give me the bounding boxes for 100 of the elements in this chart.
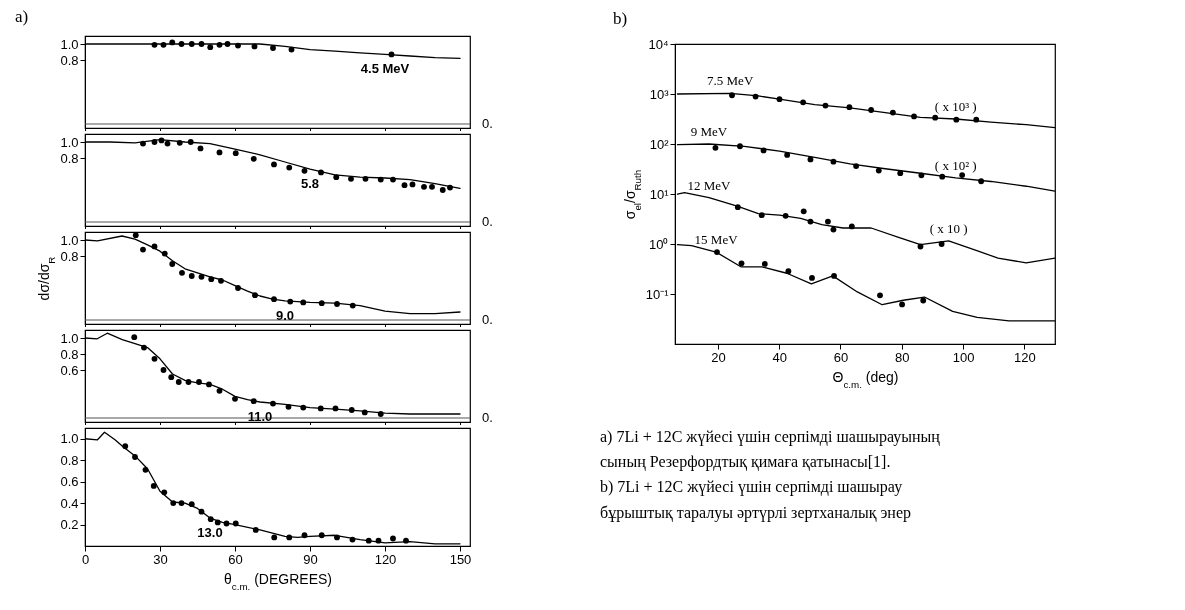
point	[232, 395, 238, 402]
x-axis-title: Θ$_{c.m.}$ (deg)	[832, 368, 899, 389]
point	[151, 355, 158, 362]
point	[207, 44, 214, 51]
point	[132, 232, 139, 239]
y-tick-label: 0.8	[60, 452, 79, 468]
point	[853, 163, 860, 170]
point	[911, 113, 917, 120]
point	[825, 218, 831, 225]
point	[252, 527, 259, 533]
y-tick-label: 10³	[649, 86, 670, 102]
y-tick-label: 1.0	[60, 36, 79, 52]
point	[877, 292, 883, 299]
point	[218, 277, 224, 284]
y-tick-label: 0.4	[60, 495, 79, 511]
point	[250, 398, 257, 405]
point	[224, 41, 231, 47]
point	[917, 243, 924, 250]
point	[318, 300, 325, 307]
y-tick-label: 10²	[649, 136, 670, 152]
point	[176, 139, 183, 146]
point	[207, 516, 214, 523]
point	[377, 411, 384, 417]
x-tick-label: 120	[1014, 349, 1036, 365]
x-tick-label: 20	[711, 349, 726, 365]
point	[848, 223, 855, 230]
point	[151, 243, 158, 250]
point	[151, 41, 158, 48]
x-axis-title: θ$_{c.m.}$ (DEGREES)	[224, 570, 332, 591]
point	[175, 379, 182, 385]
point	[160, 367, 167, 373]
point	[761, 260, 768, 267]
point	[401, 182, 408, 189]
point	[285, 403, 292, 410]
annotation: 12 MeV	[687, 177, 732, 193]
annotation: 11.0	[247, 409, 273, 424]
point	[164, 140, 171, 147]
ref-line-label: 0.	[482, 410, 493, 425]
point	[752, 93, 759, 100]
point	[831, 273, 837, 279]
point	[348, 407, 355, 413]
point	[141, 344, 147, 351]
annotation: 5.8	[300, 176, 320, 192]
point	[216, 387, 223, 394]
point	[349, 302, 356, 309]
point	[271, 296, 277, 303]
point	[232, 520, 239, 527]
annotation: ( x 10² )	[934, 157, 977, 173]
point	[390, 176, 396, 183]
point	[332, 405, 339, 412]
point	[161, 250, 168, 257]
point	[973, 116, 980, 123]
point	[317, 405, 324, 412]
point	[223, 520, 230, 527]
point	[447, 184, 453, 191]
y-tick-label: 0.8	[60, 150, 79, 166]
text: сының Резерфордтық қимаға қатынасы[1].	[600, 452, 892, 473]
y-tick-label: 1.0	[60, 134, 79, 150]
point	[348, 175, 354, 182]
point	[365, 537, 372, 544]
point	[939, 173, 946, 180]
point	[807, 156, 814, 163]
point	[953, 116, 960, 123]
text: b) 7Li + 12C жүйесі үшін серпімді шашырау	[600, 477, 904, 498]
y-tick-label: 10⁰	[649, 236, 669, 252]
x-tick-label: 40	[772, 349, 787, 365]
point	[288, 46, 295, 53]
point	[232, 150, 239, 157]
point	[390, 535, 396, 542]
point	[301, 167, 308, 174]
point	[439, 187, 446, 193]
x-tick-label: 30	[153, 551, 168, 567]
point	[737, 143, 743, 150]
text: a) 7Li + 12C жүйесі үшін серпімді шашырауының	[600, 427, 941, 448]
point	[179, 269, 185, 276]
point	[271, 534, 278, 541]
point	[784, 152, 791, 158]
point	[388, 51, 395, 58]
point	[938, 241, 945, 247]
point	[187, 139, 194, 145]
point	[198, 508, 205, 515]
point	[270, 400, 276, 407]
point	[421, 183, 427, 190]
point	[318, 532, 325, 539]
point	[729, 92, 735, 99]
point	[918, 172, 925, 179]
point	[361, 409, 368, 416]
point	[158, 137, 165, 144]
x-tick-label: 60	[228, 551, 243, 567]
point	[235, 42, 241, 49]
point	[142, 466, 149, 473]
point	[188, 41, 195, 47]
point	[734, 204, 741, 211]
point	[846, 104, 853, 111]
point	[868, 107, 875, 113]
annotation: 7.5 MeV	[707, 73, 754, 89]
point	[178, 500, 185, 506]
ref-line-label: 0.	[482, 214, 493, 229]
point	[758, 212, 765, 219]
point	[271, 161, 277, 168]
